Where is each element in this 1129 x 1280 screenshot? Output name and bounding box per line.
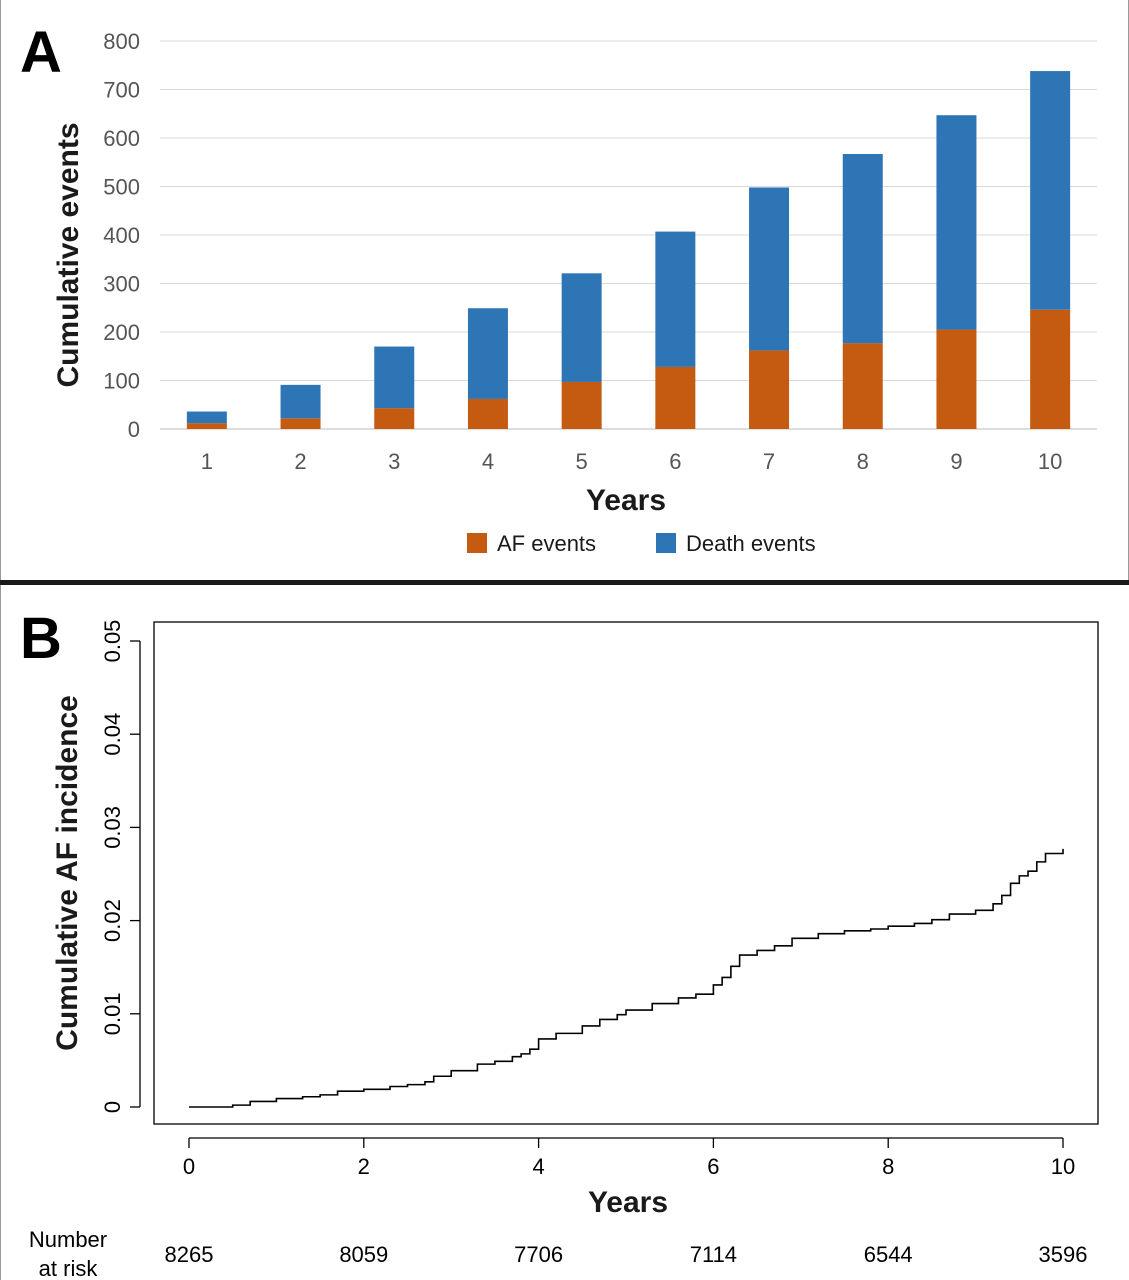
a-y-tick-label: 200	[103, 320, 140, 345]
a-y-tick-label: 300	[103, 272, 140, 297]
b-x-axis-title: Years	[588, 1186, 668, 1219]
a-bar-af	[936, 329, 977, 429]
a-x-tick-label: 5	[576, 449, 588, 474]
a-y-tick-label: 0	[128, 417, 140, 442]
b-y-tick-label: 0.04	[100, 713, 125, 756]
a-x-tick-label: 2	[294, 449, 306, 474]
b-x-tick-label: 2	[358, 1154, 370, 1179]
b-x-ticks: 0 2 4 6 8 10	[183, 1137, 1075, 1179]
a-bar-af	[561, 381, 602, 429]
a-bar-death	[749, 187, 790, 351]
a-bar-af	[842, 343, 883, 429]
a-x-tick-label: 10	[1038, 449, 1062, 474]
a-bar-death	[467, 308, 508, 399]
a-bar-af	[467, 398, 508, 429]
a-x-tick-label: 7	[763, 449, 775, 474]
b-x-tick-label: 6	[707, 1154, 719, 1179]
a-bar-death	[186, 411, 227, 424]
a-legend: AF events Death events	[467, 531, 816, 556]
a-y-tick-labels: 0 100 200 300 400 500 600 700 800	[103, 29, 140, 442]
a-x-tick-label: 1	[201, 449, 213, 474]
chart-b: B 0 0.01 0.02 0.03 0.04 0.05 0 2 4 6 8 10 Years Cu…	[20, 606, 1099, 1280]
a-bar-death	[842, 154, 883, 344]
a-y-tick-label: 600	[103, 126, 140, 151]
a-bar-af	[749, 350, 790, 429]
a-x-tick-label: 6	[669, 449, 681, 474]
a-bars	[186, 71, 1071, 429]
b-y-tick-label: 0.05	[100, 620, 125, 663]
a-x-tick-label: 9	[950, 449, 962, 474]
a-y-tick-label: 700	[103, 78, 140, 103]
a-x-tick-labels: 1 2 3 4 5 6 7 8 9 10	[201, 449, 1063, 474]
a-bar-af	[186, 423, 227, 429]
b-risk-count: 3596	[1039, 1242, 1088, 1267]
a-bar-af	[655, 366, 696, 429]
b-x-tick-label: 0	[183, 1154, 195, 1179]
a-y-axis-title: Cumulative events	[52, 122, 85, 387]
b-risk-label-line2: at risk	[39, 1256, 99, 1280]
a-y-tick-label: 100	[103, 369, 140, 394]
panel-divider	[0, 580, 1129, 585]
b-cumulative-incidence-curve	[189, 848, 1064, 1108]
a-bar-death	[374, 346, 415, 409]
b-plot-frame	[153, 621, 1099, 1125]
a-bar-death	[561, 273, 602, 382]
a-legend-label: AF events	[497, 531, 596, 556]
b-y-tick-label: 0.01	[100, 992, 125, 1035]
a-bar-af	[280, 418, 321, 429]
a-legend-label: Death events	[686, 531, 816, 556]
a-legend-swatch	[656, 533, 676, 553]
b-number-at-risk: Number at risk 8265 8059 7706 7114 6544 3596	[29, 1227, 1088, 1280]
b-risk-count: 8265	[165, 1242, 214, 1267]
a-bar-death	[1030, 71, 1071, 310]
b-risk-count: 8059	[339, 1242, 388, 1267]
b-x-tick-label: 4	[532, 1154, 544, 1179]
a-x-tick-label: 4	[482, 449, 494, 474]
a-bar-af	[1030, 309, 1071, 429]
b-y-ticks: 0 0.01 0.02 0.03 0.04 0.05	[100, 620, 141, 1113]
a-bar-death	[280, 384, 321, 419]
b-y-tick-label: 0.02	[100, 899, 125, 942]
b-risk-label-line1: Number	[29, 1227, 107, 1252]
a-y-tick-label: 800	[103, 29, 140, 54]
b-risk-count: 7114	[690, 1242, 737, 1267]
b-y-tick-label: 0.03	[100, 806, 125, 849]
b-x-tick-label: 10	[1051, 1154, 1075, 1179]
b-y-tick-label: 0	[100, 1101, 125, 1113]
a-bar-death	[655, 231, 696, 367]
b-x-tick-label: 8	[882, 1154, 894, 1179]
a-gridlines	[160, 40, 1097, 430]
panel-letter-b: B	[20, 606, 62, 671]
a-bar-death	[936, 115, 977, 330]
a-x-axis-title: Years	[586, 484, 666, 517]
b-y-axis-title: Cumulative AF incidence	[51, 695, 84, 1051]
panel-letter-a: A	[20, 20, 62, 85]
a-y-tick-label: 500	[103, 175, 140, 200]
a-x-tick-label: 3	[388, 449, 400, 474]
b-risk-count: 6544	[864, 1242, 913, 1267]
a-legend-swatch	[467, 533, 487, 553]
a-y-tick-label: 400	[103, 223, 140, 248]
a-bar-af	[374, 408, 415, 429]
a-x-tick-label: 8	[857, 449, 869, 474]
b-risk-count: 7706	[514, 1242, 563, 1267]
